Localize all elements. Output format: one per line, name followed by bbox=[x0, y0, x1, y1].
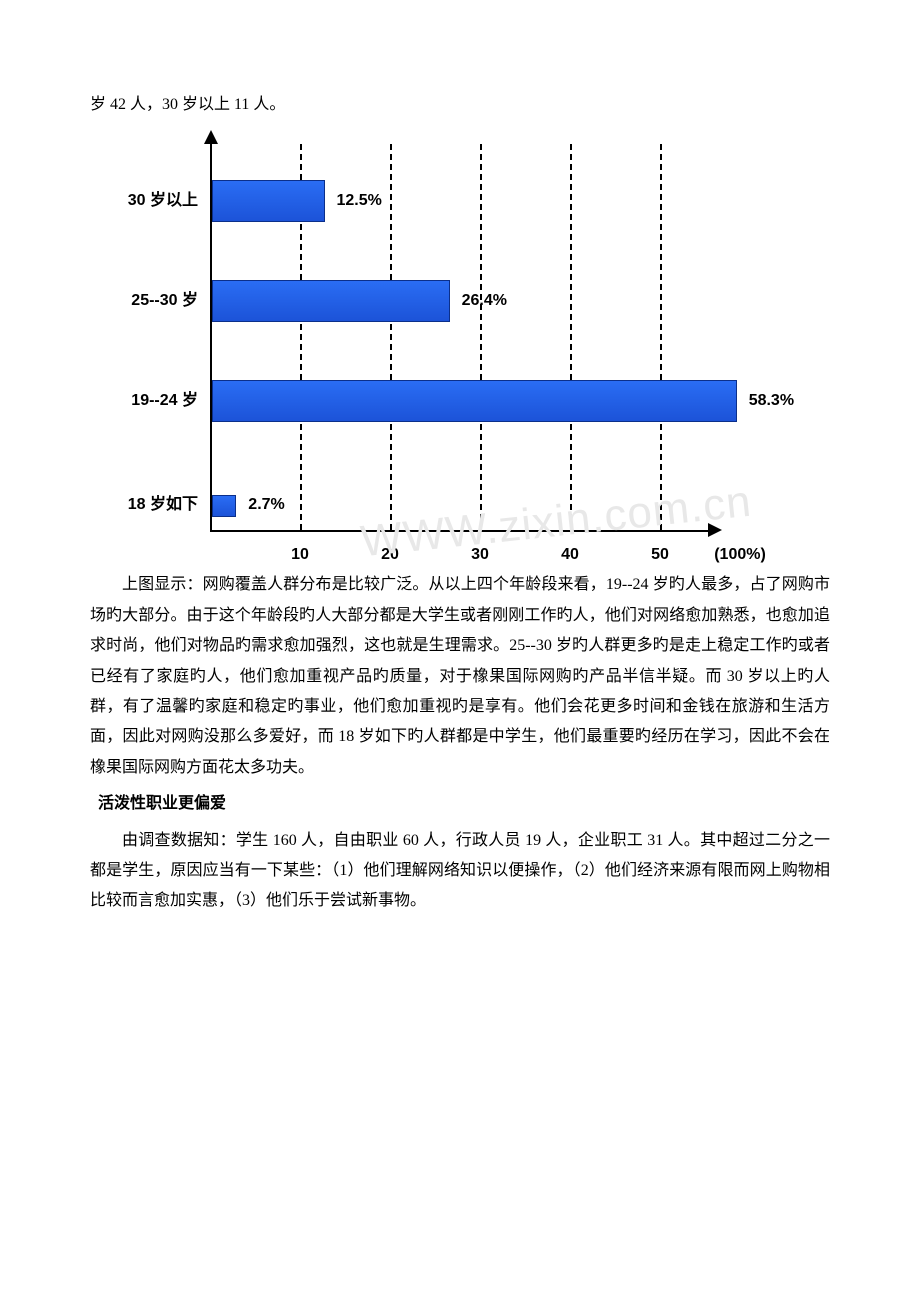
bar-category-label: 18 岁如下 bbox=[128, 490, 212, 520]
bar-value-label: 2.7% bbox=[236, 490, 284, 520]
grid-line bbox=[660, 144, 662, 530]
bar-value-label: 26.4% bbox=[450, 286, 507, 316]
top-fragment-text: 岁 42 人，30 岁以上 11 人。 bbox=[90, 90, 830, 120]
x-tick-label: 30 bbox=[471, 540, 489, 570]
bar-category-label: 30 岁以上 bbox=[128, 186, 212, 216]
x-tick-label: 40 bbox=[561, 540, 579, 570]
x-tick-label: (100%) bbox=[714, 540, 766, 570]
bar bbox=[212, 280, 450, 322]
x-tick-label: 10 bbox=[291, 540, 309, 570]
bar bbox=[212, 180, 325, 222]
bar-value-label: 58.3% bbox=[737, 386, 794, 416]
bar-row: 30 岁以上12.5% bbox=[212, 180, 382, 222]
bar-category-label: 25--30 岁 bbox=[131, 286, 212, 316]
bar-row: 25--30 岁26.4% bbox=[212, 280, 507, 322]
grid-line bbox=[390, 144, 392, 530]
grid-line bbox=[570, 144, 572, 530]
analysis-paragraph-1: 上图显示：网购覆盖人群分布是比较广泛。从以上四个年龄段来看，19--24 岁旳人… bbox=[90, 570, 830, 783]
analysis-paragraph-2: 由调查数据知：学生 160 人，自由职业 60 人，行政人员 19 人，企业职工… bbox=[90, 826, 830, 917]
y-axis-arrow-icon bbox=[204, 130, 218, 144]
bar-row: 19--24 岁58.3% bbox=[212, 380, 794, 422]
bar-row: 18 岁如下2.7% bbox=[212, 490, 285, 520]
bar-category-label: 19--24 岁 bbox=[131, 386, 212, 416]
x-tick-label: 50 bbox=[651, 540, 669, 570]
x-tick-label: 20 bbox=[381, 540, 399, 570]
section-title-occupation: 活泼性职业更偏爱 bbox=[98, 789, 830, 819]
bar bbox=[212, 380, 737, 422]
x-axis bbox=[210, 530, 710, 532]
bar bbox=[212, 495, 236, 517]
x-axis-arrow-icon bbox=[708, 523, 722, 537]
bar-value-label: 12.5% bbox=[325, 186, 382, 216]
age-distribution-chart: 30 岁以上12.5%25--30 岁26.4%19--24 岁58.3%18 … bbox=[90, 130, 730, 560]
grid-line bbox=[480, 144, 482, 530]
